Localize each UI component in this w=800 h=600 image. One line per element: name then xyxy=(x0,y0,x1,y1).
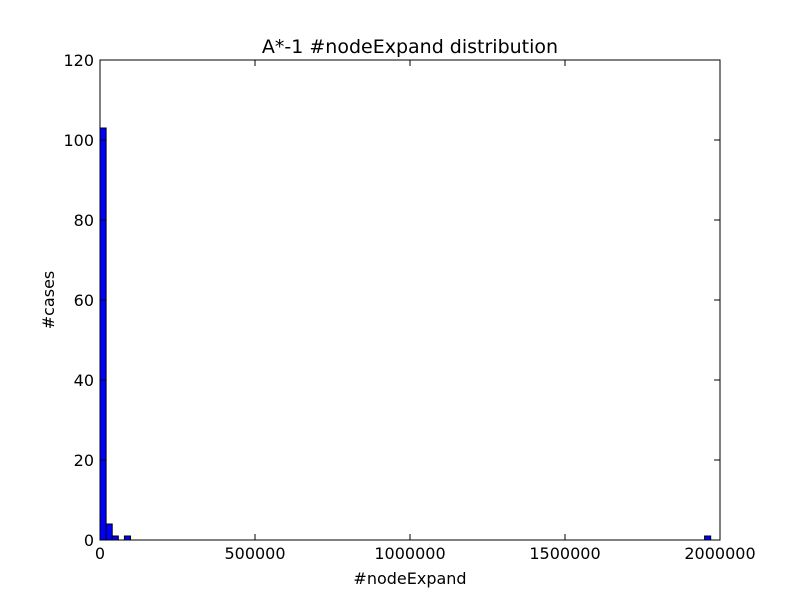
x-tick-label: 1500000 xyxy=(529,544,600,563)
y-tick-label: 80 xyxy=(74,211,94,230)
histogram-bar xyxy=(99,127,107,541)
y-tick-label: 100 xyxy=(63,131,94,150)
histogram-bar xyxy=(123,535,132,541)
y-tick-label: 0 xyxy=(84,531,94,550)
x-axis: 0 500000 1000000 1500000 2000000 xyxy=(95,60,756,563)
y-tick-label: 60 xyxy=(74,291,94,310)
y-tick-label: 40 xyxy=(74,371,94,390)
y-tick-label: 20 xyxy=(74,451,94,470)
histogram-bar xyxy=(105,523,113,541)
histogram-bar xyxy=(111,535,119,541)
x-tick-label: 0 xyxy=(95,544,105,563)
x-axis-title: #nodeExpand xyxy=(353,569,466,588)
histogram-bar xyxy=(704,535,712,541)
y-axis-title: #cases xyxy=(39,271,58,330)
x-tick-label: 500000 xyxy=(224,544,285,563)
chart-title: A*-1 #nodeExpand distribution xyxy=(262,36,558,58)
x-tick-label: 1000000 xyxy=(374,544,445,563)
y-tick-label: 120 xyxy=(63,51,94,70)
x-tick-label: 2000000 xyxy=(684,544,755,563)
y-axis: 0 20 40 60 80 100 120 xyxy=(63,51,720,550)
